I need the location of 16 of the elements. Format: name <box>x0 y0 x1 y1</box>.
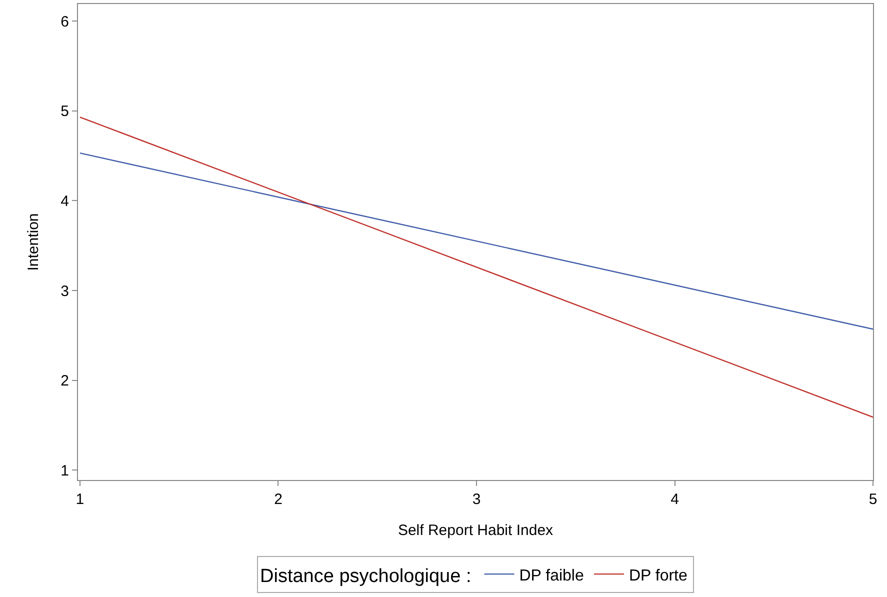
x-tick-label: 2 <box>274 491 282 508</box>
x-tick-label: 1 <box>76 491 84 508</box>
y-tick-label: 6 <box>60 13 69 30</box>
y-tick-label: 4 <box>60 192 69 210</box>
y-tick-label: 3 <box>60 282 69 300</box>
x-tick-label: 3 <box>472 491 481 508</box>
y-tick-label: 5 <box>60 103 69 120</box>
y-axis-title: Intention <box>25 213 42 271</box>
legend-label: DP forte <box>628 567 688 584</box>
x-tick-label: 4 <box>670 491 679 508</box>
legend-title: Distance psychologique : <box>260 566 472 587</box>
y-tick-label: 1 <box>60 462 69 480</box>
x-tick-label: 5 <box>868 491 878 508</box>
y-tick-label: 2 <box>60 372 69 390</box>
x-axis-title: Self Report Habit Index <box>398 522 554 539</box>
legend-label: DP faible <box>519 567 584 584</box>
